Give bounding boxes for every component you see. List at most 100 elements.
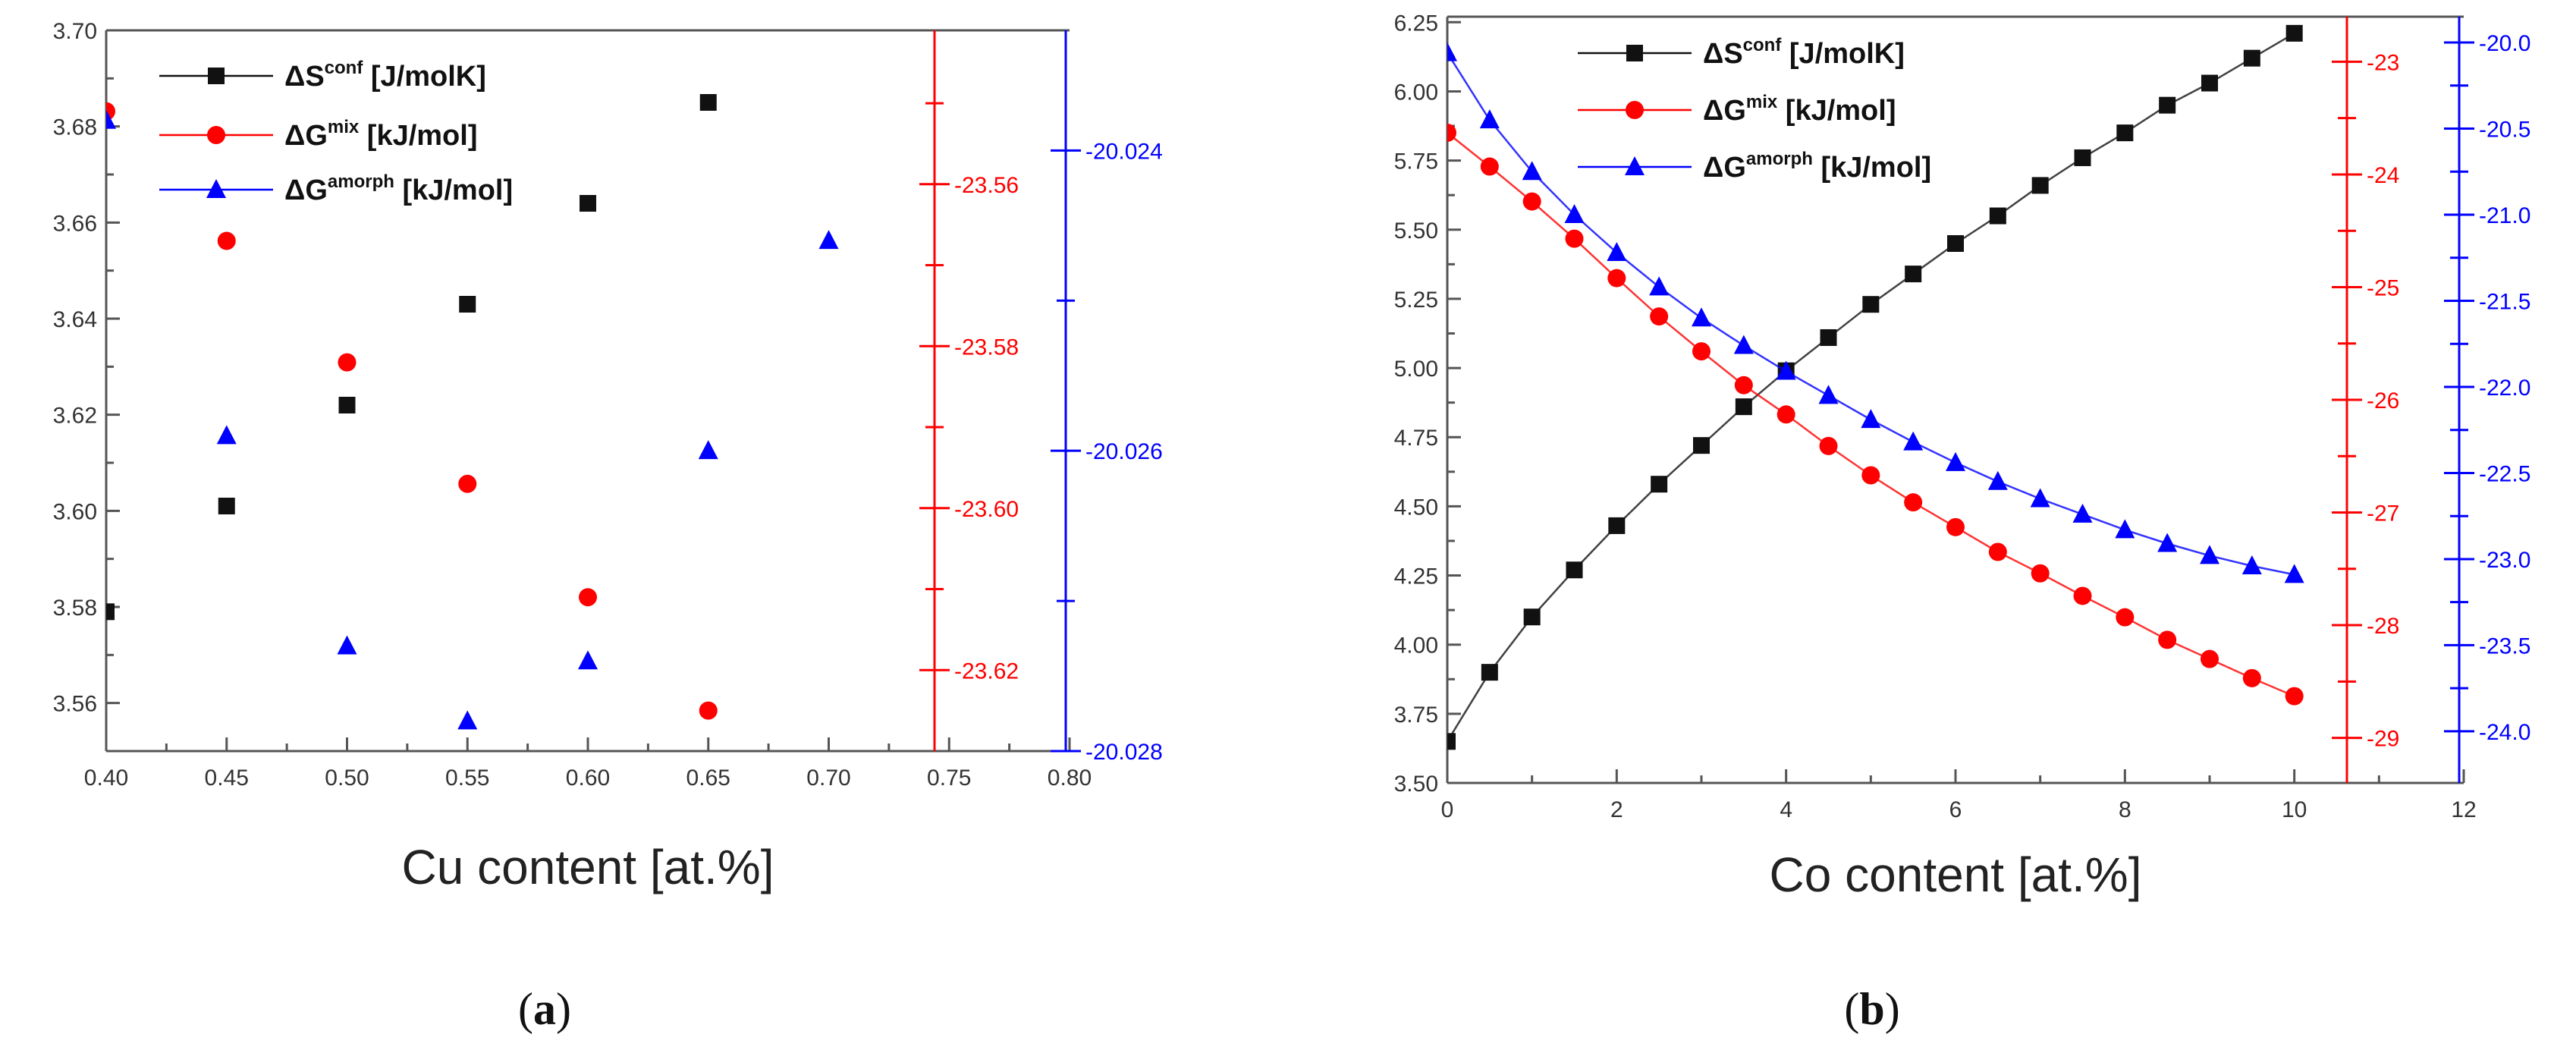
data-point-dG_amorph — [337, 635, 357, 655]
legend-label-dG_amorph: ΔGamorph [kJ/mol] — [1703, 149, 1931, 184]
data-point-dG_amorph — [1987, 470, 2008, 490]
data-point-dG_mix — [1861, 466, 1880, 485]
data-point-dS_conf — [2159, 96, 2176, 114]
data-point-dG_mix — [940, 896, 958, 914]
panel-caption: (b) — [1844, 984, 1899, 1034]
data-point-dG_amorph — [1946, 451, 1965, 471]
data-point-dG_amorph — [1903, 431, 1924, 451]
data-point-dG_mix — [1650, 307, 1669, 326]
data-point-dS_conf — [1905, 266, 1922, 283]
x-tick-label: 0.70 — [806, 765, 850, 791]
y-tick-label: 5.00 — [1394, 357, 1438, 382]
data-point-dG_mix — [579, 588, 597, 607]
data-point-dG_mix — [820, 799, 838, 817]
y-tick-label: -20.026 — [1085, 439, 1163, 464]
y-tick-label: 3.68 — [53, 115, 97, 140]
data-point-dG_mix — [1734, 376, 1753, 395]
y-tick-label: 3.64 — [53, 307, 97, 332]
y-tick-label: -22.0 — [2479, 376, 2530, 401]
data-point-dS_conf — [1651, 476, 1668, 493]
data-point-dG_mix — [1522, 192, 1541, 211]
data-point-dG_amorph — [2284, 564, 2304, 583]
data-point-dG_amorph — [1733, 335, 1754, 354]
legend-marker-dG_amorph — [1625, 156, 1645, 175]
y-tick-label: 4.50 — [1394, 495, 1438, 520]
y-tick-label: -25 — [2367, 275, 2399, 300]
data-point-dG_amorph — [2072, 503, 2093, 523]
data-point-dS_conf — [2116, 124, 2134, 142]
y-tick-label: -20.024 — [1085, 139, 1163, 164]
data-point-dS_conf — [580, 195, 596, 212]
y-tick-label: -24 — [2367, 163, 2399, 188]
data-point-dG_mix — [1819, 436, 1838, 455]
data-point-dS_conf — [1862, 296, 1880, 313]
data-point-dS_conf — [1693, 437, 1710, 454]
data-point-dS_conf — [459, 296, 476, 313]
y-tick-label: -20.028 — [1085, 740, 1163, 765]
data-point-dG_mix — [1565, 229, 1584, 248]
data-point-dG_amorph — [1861, 409, 1881, 429]
y-tick-label: 3.60 — [53, 499, 97, 524]
y-tick-label: -23.5 — [2479, 633, 2530, 659]
data-point-dG_mix — [338, 353, 357, 372]
plot-area — [106, 94, 958, 914]
legend-marker-dS_conf — [1626, 45, 1643, 61]
y-tick-label: -20.0 — [2479, 31, 2530, 56]
x-tick-label: 0.45 — [205, 765, 249, 791]
data-point-dS_conf — [1820, 329, 1837, 346]
data-point-dG_mix — [2073, 586, 2092, 605]
data-point-dG_mix — [2285, 687, 2304, 706]
data-point-dS_conf — [1947, 234, 1964, 252]
data-point-dG_mix — [699, 701, 718, 720]
data-point-dG_mix — [2116, 608, 2135, 627]
series-line-dG_amorph — [1447, 52, 2295, 576]
y-tick-label: 3.75 — [1394, 703, 1438, 728]
y-tick-label: -26 — [2367, 388, 2399, 413]
x-tick-label: 2 — [1610, 797, 1623, 822]
y-tick-label: 3.70 — [53, 19, 97, 44]
data-point-dG_mix — [2158, 630, 2177, 649]
x-tick-label: 0.55 — [445, 765, 489, 791]
data-point-dG_amorph — [1818, 385, 1839, 404]
data-point-dG_amorph — [2030, 488, 2050, 508]
y-tick-label: 4.25 — [1394, 564, 1438, 589]
y-tick-label: -27 — [2367, 501, 2399, 527]
data-point-dS_conf — [1447, 733, 1456, 750]
data-point-dG_amorph — [2157, 533, 2178, 552]
y-tick-label: 3.56 — [53, 692, 97, 717]
legend-marker-dG_mix — [1626, 101, 1644, 119]
x-tick-label: 0.60 — [566, 765, 610, 791]
y-tick-label: 4.75 — [1394, 426, 1438, 451]
data-point-dS_conf — [2201, 74, 2218, 92]
y-tick-label: 5.75 — [1394, 149, 1438, 174]
y-tick-label: 6.00 — [1394, 80, 1438, 105]
data-point-dG_amorph — [1607, 241, 1627, 261]
legend-label-dG_mix: ΔGmix [kJ/mol] — [284, 117, 477, 152]
data-point-dG_mix — [1447, 123, 1456, 142]
data-point-dS_conf — [1566, 561, 1583, 579]
data-point-dG_amorph — [2241, 555, 2262, 575]
y-tick-label: 3.58 — [53, 596, 97, 621]
data-point-dG_mix — [1904, 493, 1923, 512]
y-tick-label: 3.50 — [1394, 772, 1438, 797]
y-tick-label: -23.56 — [954, 173, 1019, 198]
data-point-dS_conf — [1523, 608, 1541, 626]
data-point-dS_conf — [2031, 177, 2049, 194]
y-tick-label: -23.60 — [954, 497, 1019, 522]
panel-b: 0 2 4 6 8 10 12 3.50 3.75 4.00 4.25 4.50 4.75 5.00 5.2… — [1394, 11, 2531, 1034]
data-point-dG_amorph — [1447, 42, 1457, 61]
data-point-dS_conf — [2285, 24, 2303, 42]
legend-marker-dG_amorph — [206, 179, 226, 198]
y-tick-label: 5.50 — [1394, 218, 1438, 244]
data-point-dS_conf — [338, 397, 356, 413]
data-point-dG_mix — [1776, 405, 1795, 424]
data-point-dS_conf — [1481, 664, 1498, 681]
y-tick-label: -23.0 — [2479, 548, 2530, 573]
y-tick-label: 3.62 — [53, 404, 97, 429]
data-point-dG_mix — [1692, 342, 1711, 361]
x-tick-label: 0 — [1441, 797, 1454, 822]
data-point-dG_amorph — [1776, 360, 1796, 380]
data-point-dS_conf — [1608, 517, 1626, 534]
data-point-dG_mix — [1988, 542, 2007, 561]
data-point-dG_mix — [217, 231, 236, 250]
